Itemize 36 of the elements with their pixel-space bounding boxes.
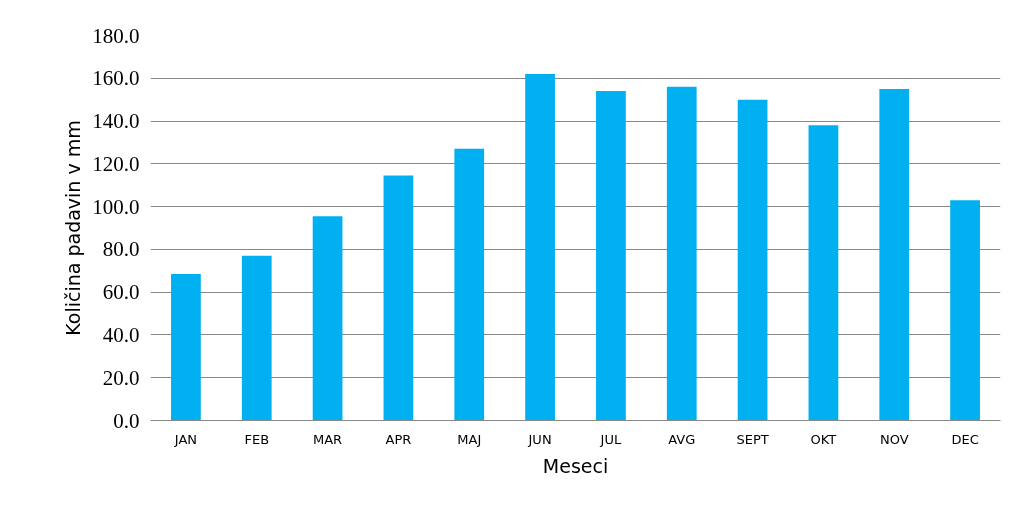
x-tick-label: FEB xyxy=(244,431,270,447)
x-tick-label: DEC xyxy=(951,431,979,447)
y-tick-label: 0.0 xyxy=(113,408,140,433)
y-tick-label: 180.0 xyxy=(92,23,140,48)
y-tick-label: 40.0 xyxy=(102,322,140,347)
y-tick-label: 100.0 xyxy=(92,194,140,219)
x-tick-label: APR xyxy=(385,431,412,447)
bar xyxy=(383,175,414,421)
bar xyxy=(879,88,910,421)
x-tick-label: MAR xyxy=(313,431,343,447)
bar xyxy=(596,91,626,421)
x-tick-label: AVG xyxy=(668,431,696,447)
y-axis-title: Količina padavin v mm xyxy=(62,120,85,336)
y-tick-label: 160.0 xyxy=(92,66,140,91)
x-tick-label: MAJ xyxy=(457,431,482,447)
x-tick-label: JAN xyxy=(173,431,198,447)
x-tick-label: OKT xyxy=(810,431,837,447)
y-tick-label: 120.0 xyxy=(92,151,140,176)
bar xyxy=(454,148,485,421)
x-axis-title: Meseci xyxy=(542,454,609,477)
y-tick-label: 80.0 xyxy=(102,237,140,262)
x-tick-label: SEPT xyxy=(736,431,769,447)
bar xyxy=(737,99,768,421)
bar xyxy=(950,200,980,421)
bar xyxy=(666,86,697,421)
y-tick-label: 20.0 xyxy=(102,365,140,390)
bar xyxy=(171,273,201,421)
bar xyxy=(525,74,555,421)
bar xyxy=(312,216,343,421)
y-tick-label: 60.0 xyxy=(102,280,140,305)
y-tick-label: 140.0 xyxy=(92,109,140,134)
bar xyxy=(241,255,272,421)
x-tick-label: NOV xyxy=(879,431,909,447)
x-tick-label: JUL xyxy=(599,431,622,447)
x-tick-label: JUN xyxy=(527,431,552,447)
bar xyxy=(808,125,839,421)
